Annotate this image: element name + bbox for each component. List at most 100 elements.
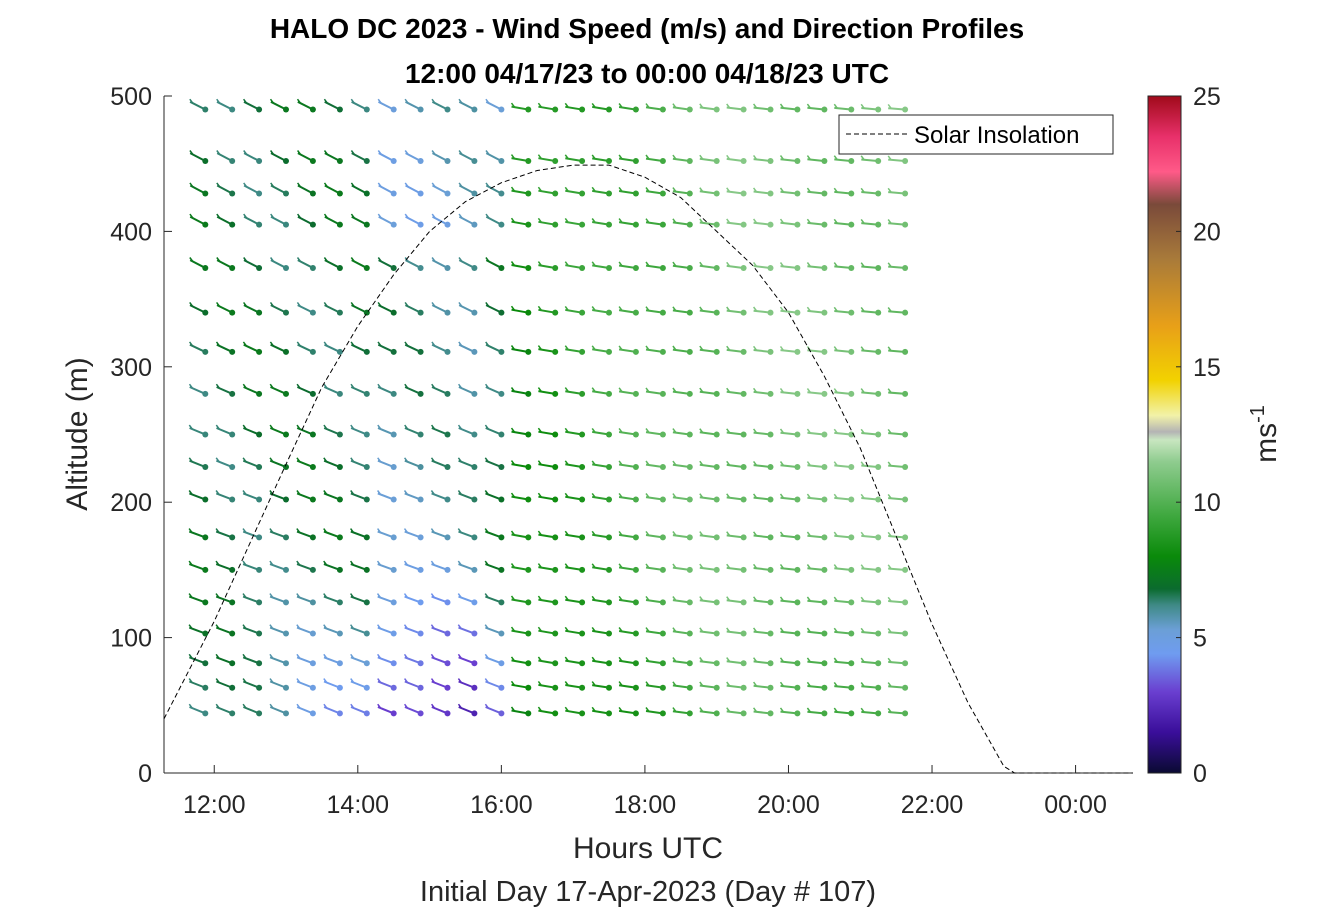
wind-barb (457, 560, 478, 573)
wind-barb (215, 624, 236, 637)
wind-barb (779, 493, 801, 503)
wind-barb (484, 560, 505, 573)
wind-barb (806, 707, 828, 717)
wind-barb (377, 383, 397, 397)
wind-barb (403, 624, 424, 637)
wind-barb (350, 457, 370, 470)
wind-barb (431, 98, 451, 113)
wind-barb (887, 596, 909, 606)
wind-barb (323, 560, 343, 573)
wind-barb (833, 388, 855, 397)
wind-barb (779, 563, 801, 573)
wind-barb (189, 257, 209, 271)
wind-barb (833, 428, 855, 438)
wind-barb (242, 424, 263, 438)
wind-barb (296, 98, 316, 113)
wind-barb (510, 154, 532, 164)
wind-barb (564, 460, 586, 470)
wind-barb (806, 103, 828, 113)
wind-barb (591, 530, 612, 541)
wind-barb (699, 306, 720, 316)
wind-barb (564, 656, 586, 667)
wind-barb (618, 261, 639, 271)
wind-barb (215, 528, 236, 541)
wind-barb (699, 531, 720, 541)
wind-barb (752, 154, 774, 164)
wind-barb (645, 707, 666, 717)
wind-barb (242, 490, 263, 503)
wind-barb (296, 653, 316, 667)
wind-barb (216, 150, 236, 164)
colorbar-ticks: 0 5 10 15 20 25 (1176, 83, 1221, 788)
wind-barb (458, 383, 478, 397)
wind-barb (699, 563, 720, 573)
wind-barb (752, 627, 774, 637)
wind-barb (457, 653, 478, 667)
wind-barb (297, 150, 316, 164)
wind-barb (672, 387, 693, 397)
wind-barb (752, 218, 774, 228)
wind-barb (215, 490, 236, 503)
wind-barb (833, 493, 855, 503)
wind-barb (404, 457, 424, 470)
wind-barb (323, 341, 343, 355)
wind-barb (591, 656, 612, 667)
wind-barb (887, 493, 909, 503)
colorbar-tick-label: 10 (1193, 489, 1221, 517)
wind-barb (377, 703, 397, 717)
wind-barb (377, 341, 397, 355)
wind-barb (726, 627, 747, 637)
wind-barb (618, 218, 639, 228)
wind-barb (485, 383, 505, 397)
wind-barb (618, 103, 639, 113)
wind-barb (779, 187, 801, 197)
legend: Solar Insolation (838, 114, 1114, 155)
wind-barb (726, 218, 747, 228)
wind-barb (485, 182, 505, 197)
colorbar-tick-label: 25 (1193, 83, 1221, 111)
wind-barb (591, 492, 612, 503)
colorbar-tick-label: 20 (1193, 218, 1221, 246)
wind-barb (752, 345, 774, 355)
wind-barb (887, 657, 909, 667)
wind-barb (699, 596, 720, 606)
wind-barb (215, 678, 236, 691)
colorbar-ramp (1147, 95, 1182, 774)
wind-barb (215, 703, 236, 717)
wind-barb (189, 98, 209, 113)
wind-barb (726, 187, 747, 197)
wind-barb (510, 261, 532, 271)
wind-barb (323, 213, 343, 228)
wind-barb (350, 301, 370, 316)
wind-barb (591, 306, 612, 316)
wind-barb (458, 98, 478, 113)
wind-barb (887, 461, 909, 470)
chart-title-line2: 12:00 04/17/23 to 00:00 04/18/23 UTC (405, 58, 889, 89)
wind-barb (510, 595, 532, 606)
wind-barb (510, 563, 532, 573)
wind-barb (431, 257, 451, 271)
wind-barb (887, 219, 909, 228)
wind-barb (269, 678, 289, 691)
wind-barb (699, 103, 720, 113)
wind-barb (833, 531, 855, 541)
wind-barb (350, 528, 370, 541)
wind-barb (270, 182, 289, 197)
wind-barb (377, 424, 397, 438)
x-axis-label: Hours UTC (573, 832, 723, 865)
wind-barb (860, 596, 882, 606)
wind-barb (537, 595, 559, 606)
wind-barb (510, 626, 532, 637)
wind-barb (645, 218, 666, 228)
wind-barb (431, 182, 451, 197)
wind-barb (860, 627, 882, 637)
wind-barb (537, 154, 559, 164)
wind-barb (510, 427, 532, 438)
wind-barb (430, 560, 451, 573)
wind-barb (564, 261, 586, 271)
wind-barb (215, 341, 236, 355)
wind-barb (350, 98, 370, 113)
chart-title-line1: HALO DC 2023 - Wind Speed (m/s) and Dire… (270, 13, 1024, 44)
wind-barb (564, 387, 586, 397)
wind-barb (672, 187, 693, 197)
